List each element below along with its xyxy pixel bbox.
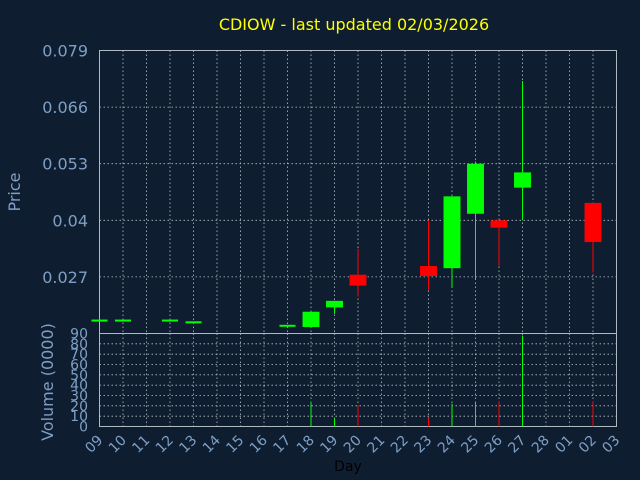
x-tick-label: 27 (505, 433, 529, 457)
candle-body (161, 319, 179, 322)
x-tick-label: 18 (294, 433, 318, 457)
x-tick-label: 24 (435, 432, 459, 456)
candle-body (467, 163, 484, 214)
volume-tick-label: 60 (70, 358, 88, 374)
volume-tick-label: 0 (79, 420, 88, 436)
price-tick-label: 0.053 (42, 155, 88, 174)
candle-body (420, 266, 437, 277)
candle-body (91, 319, 108, 322)
x-tick-label: 25 (458, 433, 482, 457)
volume-tick-label: 10 (70, 409, 88, 425)
candle-body (349, 274, 367, 286)
candle-body (279, 324, 296, 327)
candle-body (302, 311, 320, 327)
chart-title: CDIOW - last updated 02/03/2026 (219, 15, 489, 34)
volume-tick-label: 50 (70, 368, 88, 384)
x-tick-label: 11 (129, 433, 153, 457)
volume-tick-label: 30 (70, 389, 88, 405)
x-tick-label: 17 (270, 433, 294, 457)
candle-body (114, 319, 132, 322)
x-tick-label: 14 (200, 432, 224, 456)
volume-tick-label: 80 (70, 337, 88, 353)
x-tick-label: 20 (341, 433, 365, 457)
x-tick-label: 01 (552, 433, 576, 457)
x-axis-label: Day (334, 459, 362, 475)
x-tick-label: 12 (153, 433, 177, 457)
volume-tick-label: 70 (70, 347, 88, 363)
volume-tick-label: 20 (70, 399, 88, 415)
candle-body (584, 202, 602, 243)
candle-body (185, 321, 202, 324)
x-tick-label: 19 (317, 433, 341, 457)
volume-tick-label: 40 (70, 378, 88, 394)
candle-body (326, 300, 343, 308)
candle-body (514, 172, 531, 188)
x-tick-label: 03 (599, 433, 623, 457)
x-tick-label: 21 (364, 433, 388, 457)
price-candles (91, 80, 602, 327)
x-tick-label: 16 (247, 432, 271, 456)
x-tick-label: 09 (82, 433, 106, 457)
x-axis: 09 10 11 12 13 14 15 16 17 18 19 20 21 22 23 24 25 26 27 28… (82, 432, 623, 456)
volume-tick-label: 90 (70, 327, 88, 343)
x-tick-label: 23 (411, 433, 435, 457)
volume-axis-label: Volume (0000) (38, 323, 57, 441)
price-tick-label: 0.027 (42, 268, 88, 287)
price-tick-label: 0.04 (52, 211, 88, 230)
x-tick-label: 22 (388, 433, 412, 457)
candle-body (490, 220, 508, 228)
price-axis: 0.079 0.066 0.053 0.04 0.027 (42, 42, 88, 287)
price-tick-label: 0.066 (42, 98, 88, 117)
x-tick-label: 13 (176, 433, 200, 457)
x-tick-label: 28 (529, 433, 553, 457)
volume-bars (310, 335, 594, 427)
x-tick-label: 26 (482, 432, 506, 456)
price-axis-label: Price (5, 172, 24, 211)
x-tick-label: 02 (576, 433, 600, 457)
candle-body (443, 196, 461, 269)
x-tick-label: 10 (106, 433, 130, 457)
price-tick-label: 0.079 (42, 42, 88, 61)
x-tick-label: 15 (223, 433, 247, 457)
